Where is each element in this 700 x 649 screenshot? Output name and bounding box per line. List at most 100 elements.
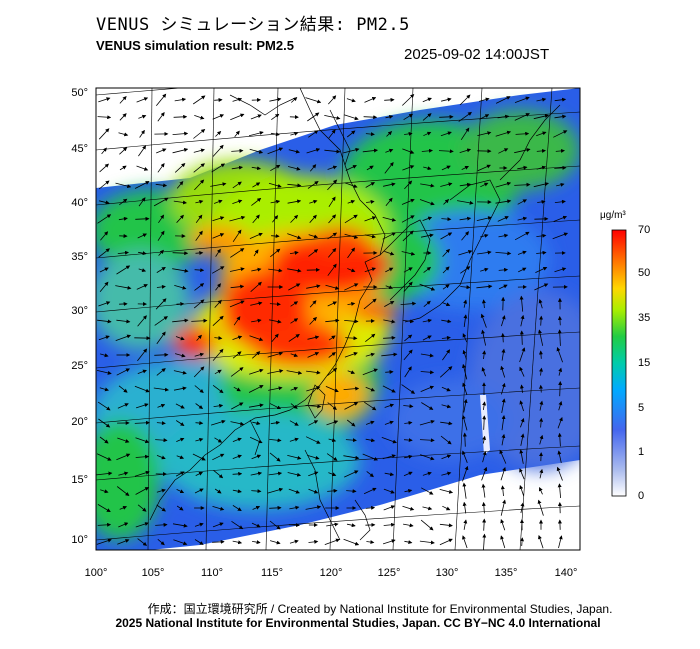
wind-arrow bbox=[214, 437, 223, 443]
wind-arrow bbox=[328, 438, 337, 443]
wind-arrow bbox=[156, 368, 166, 376]
colorbar-unit: μg/m³ bbox=[600, 210, 626, 221]
wind-arrow bbox=[193, 128, 206, 139]
wind-arrow bbox=[556, 182, 565, 187]
wind-arrow bbox=[309, 300, 317, 308]
wind-arrow bbox=[482, 350, 487, 360]
colorbar-tick-label: 5 bbox=[638, 402, 645, 414]
wind-arrow bbox=[535, 266, 548, 273]
wind-arrow bbox=[309, 316, 317, 325]
wind-arrow bbox=[520, 314, 525, 327]
wind-arrow bbox=[269, 438, 282, 443]
title-english: VENUS simulation result: PM2.5 bbox=[96, 38, 294, 53]
wind-arrow bbox=[462, 501, 467, 514]
wind-arrow bbox=[328, 472, 337, 477]
wind-arrow bbox=[287, 233, 302, 240]
wind-arrow bbox=[327, 232, 338, 240]
wind-arrow bbox=[137, 538, 148, 546]
wind-arrow bbox=[419, 419, 435, 426]
wind-arrow bbox=[232, 489, 242, 494]
wind-arrow bbox=[327, 247, 337, 258]
wind-arrow bbox=[99, 436, 109, 444]
wind-arrow bbox=[482, 533, 487, 550]
wind-arrow bbox=[343, 455, 360, 460]
wind-arrow bbox=[481, 483, 486, 498]
wind-arrow bbox=[288, 523, 300, 528]
wind-arrow bbox=[175, 420, 185, 426]
wind-arrow bbox=[519, 449, 524, 464]
wind-arrow bbox=[382, 217, 397, 222]
wind-arrow bbox=[539, 468, 544, 479]
wind-arrow bbox=[269, 302, 281, 307]
wind-arrow bbox=[308, 420, 319, 426]
wind-arrow bbox=[291, 96, 298, 103]
wind-arrow bbox=[438, 149, 454, 154]
wind-arrow bbox=[519, 400, 524, 412]
wind-arrow bbox=[251, 197, 262, 206]
wind-arrow bbox=[439, 114, 454, 119]
wind-arrow bbox=[119, 506, 128, 510]
wind-arrow bbox=[501, 348, 506, 361]
wind-arrow bbox=[194, 268, 205, 273]
wind-arrow bbox=[135, 487, 150, 495]
wind-arrow bbox=[232, 454, 242, 459]
wind-arrow bbox=[500, 535, 506, 549]
wind-arrow bbox=[520, 417, 525, 428]
wind-arrow bbox=[195, 214, 203, 223]
wind-arrow bbox=[153, 197, 169, 207]
wind-arrow bbox=[213, 199, 223, 204]
wind-arrow bbox=[461, 231, 470, 241]
lon-tick-label: 100° bbox=[84, 567, 108, 579]
wind-arrow bbox=[287, 455, 302, 460]
wind-arrow bbox=[401, 215, 415, 223]
wind-arrow bbox=[517, 165, 528, 170]
wind-arrow bbox=[308, 234, 319, 239]
wind-arrow bbox=[174, 353, 186, 358]
wind-arrow bbox=[176, 455, 185, 459]
wind-arrow bbox=[363, 298, 377, 310]
wind-arrow bbox=[267, 351, 284, 358]
wind-arrow bbox=[195, 230, 203, 241]
wind-arrow bbox=[211, 163, 226, 173]
wind-arrow bbox=[137, 369, 147, 374]
wind-arrow bbox=[155, 438, 168, 443]
wind-arrow bbox=[97, 504, 111, 513]
wind-arrow bbox=[461, 165, 470, 170]
wind-arrow bbox=[97, 401, 111, 411]
wind-arrow bbox=[347, 268, 356, 273]
wind-arrow bbox=[501, 433, 506, 446]
wind-arrow bbox=[422, 97, 432, 103]
wind-arrow bbox=[229, 267, 245, 272]
wind-arrow bbox=[115, 334, 132, 341]
wind-arrow bbox=[364, 401, 377, 411]
wind-arrow bbox=[137, 233, 148, 239]
wind-arrow bbox=[327, 165, 338, 170]
wind-arrow bbox=[119, 147, 128, 155]
wind-arrow bbox=[441, 471, 452, 476]
wind-arrow bbox=[441, 454, 452, 460]
wind-arrow bbox=[175, 336, 185, 341]
wind-arrow bbox=[365, 182, 375, 188]
wind-arrow bbox=[384, 403, 395, 408]
wind-arrow bbox=[363, 487, 377, 495]
wind-arrow bbox=[289, 505, 300, 510]
wind-arrow bbox=[423, 166, 432, 171]
wind-arrow bbox=[327, 402, 337, 411]
wind-arrow bbox=[306, 148, 321, 154]
wind-arrow bbox=[233, 386, 241, 392]
wind-arrow bbox=[307, 454, 320, 460]
wind-arrow bbox=[156, 488, 166, 493]
wind-arrow bbox=[383, 505, 396, 511]
lat-tick-label: 30° bbox=[71, 305, 88, 317]
wind-arrow bbox=[384, 251, 395, 256]
wind-arrow bbox=[269, 319, 282, 324]
wind-arrow bbox=[364, 216, 377, 222]
wind-arrow bbox=[420, 385, 435, 392]
wind-arrow bbox=[365, 333, 376, 343]
wind-arrow bbox=[328, 352, 336, 358]
wind-arrow bbox=[557, 450, 562, 463]
wind-arrow bbox=[500, 466, 506, 481]
wind-arrow bbox=[404, 420, 413, 425]
wind-arrow bbox=[290, 387, 299, 391]
wind-arrow bbox=[343, 114, 359, 121]
